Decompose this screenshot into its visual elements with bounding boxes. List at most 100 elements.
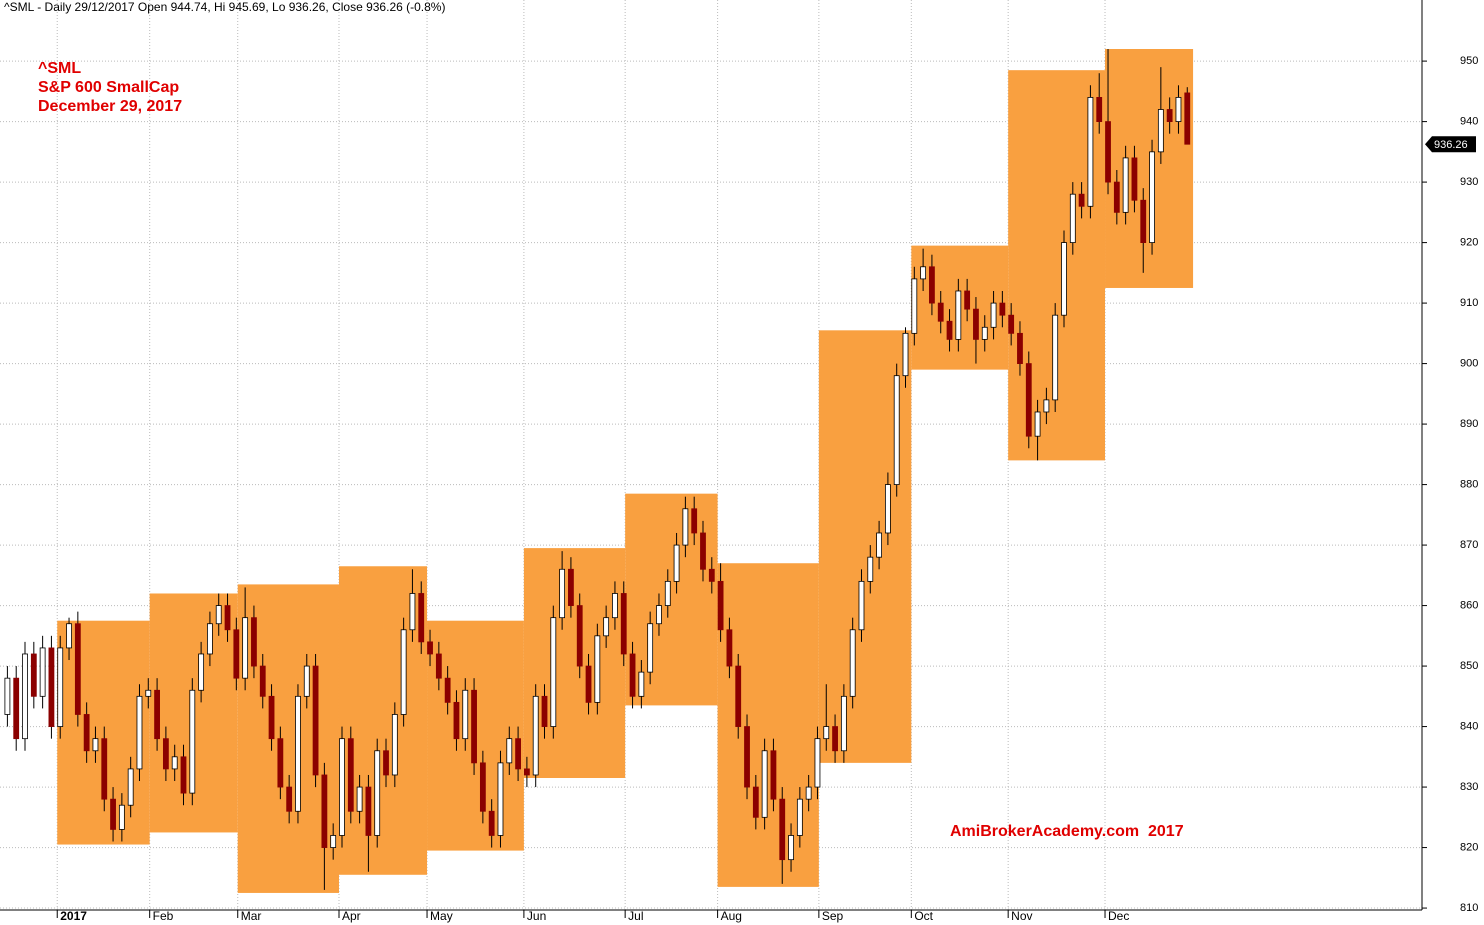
candle-body (1105, 121, 1111, 183)
candle-body (74, 623, 81, 715)
last-price-label: 936.26 (1434, 139, 1468, 151)
candle-body (1061, 242, 1067, 316)
candle-body (66, 623, 72, 649)
candle-body (656, 605, 662, 625)
candle-body (39, 647, 46, 697)
candle-body (57, 647, 64, 727)
candle-body (840, 695, 847, 752)
y-tick-label: 920 (1460, 236, 1478, 248)
annotation: S&P 600 SmallCap (38, 79, 179, 96)
candle-body (1034, 411, 1041, 437)
candle-body (1008, 314, 1015, 334)
candle-body (814, 738, 821, 788)
candle-body (805, 786, 812, 800)
candle-body (479, 762, 486, 812)
candle-body (770, 750, 777, 800)
candle-body (1140, 199, 1147, 243)
candle-body (532, 695, 539, 776)
chart-title: ^SML - Daily 29/12/2017 Open 944.74, Hi … (4, 0, 445, 14)
candle-body (682, 508, 689, 546)
candle-body (700, 532, 706, 570)
candle-body (83, 714, 90, 752)
candle-body (796, 798, 803, 836)
candle-body (1166, 109, 1173, 122)
x-tick-label: Sep (822, 909, 844, 923)
y-tick-label: 870 (1460, 539, 1478, 551)
candle-body (999, 302, 1006, 316)
candle-body (110, 798, 116, 830)
candle-body (497, 762, 504, 836)
candle-body (1131, 157, 1138, 201)
candle-body (136, 695, 143, 770)
annotation: ^SML (38, 60, 81, 77)
candle-body (620, 593, 627, 655)
candle-body (303, 665, 310, 697)
candle-body (647, 623, 654, 673)
candle-body (973, 308, 979, 340)
candle-body (4, 677, 11, 715)
candle-body (171, 756, 178, 770)
candle-body (937, 302, 944, 322)
candle-body (347, 738, 354, 812)
candle-body (356, 786, 363, 812)
y-tick-label: 950 (1460, 55, 1478, 67)
x-tick-label: Oct (914, 909, 933, 923)
y-tick-label: 890 (1460, 418, 1478, 430)
candle-body (726, 629, 733, 667)
candle-body (559, 568, 566, 619)
candle-body (955, 290, 962, 340)
candle-body (365, 786, 372, 836)
y-tick-label: 840 (1460, 720, 1478, 732)
candle-body (330, 835, 337, 848)
candle-body (145, 689, 152, 697)
candle-body (744, 726, 750, 788)
candle-body (884, 484, 891, 534)
candle-body (13, 677, 20, 740)
candle-body (603, 617, 610, 637)
candle-body (224, 605, 231, 631)
candle-body (964, 290, 971, 310)
candle-body (981, 326, 988, 340)
candle-body (1113, 181, 1120, 213)
candle-body (1069, 193, 1076, 243)
x-tick-label: May (430, 909, 453, 923)
candle-body (664, 580, 671, 606)
candle-body (215, 605, 222, 625)
candle-body (391, 714, 398, 776)
candle-body (902, 332, 909, 377)
candle-body (180, 756, 187, 794)
candle-body (576, 605, 583, 667)
candle-body (1149, 151, 1155, 243)
candle-body (568, 568, 574, 606)
y-tick-label: 810 (1460, 902, 1478, 914)
candle-body (462, 689, 469, 740)
candle-body (638, 671, 645, 697)
month-range-box (523, 548, 626, 778)
candle-body (435, 653, 442, 679)
candle-body (990, 302, 997, 328)
candle-body (259, 665, 266, 697)
candle-body (779, 798, 786, 861)
x-tick-label: Jul (628, 909, 643, 923)
candle-body (286, 786, 293, 812)
candle-body (594, 635, 601, 703)
candle-body (515, 738, 521, 770)
candle-body (22, 653, 28, 740)
candle-body (708, 568, 715, 582)
candle-body (127, 768, 134, 806)
candle-body (788, 835, 794, 861)
candle-body (48, 647, 55, 727)
candle-body (374, 750, 381, 836)
x-tick-label: Mar (241, 909, 262, 923)
candle-body (1017, 332, 1023, 364)
candle-body (893, 375, 900, 485)
x-tick-label: Dec (1108, 909, 1129, 923)
candle-body (717, 580, 724, 631)
candle-body (251, 617, 257, 667)
candle-body (1122, 157, 1129, 213)
candle-body (118, 804, 125, 830)
annotation: December 29, 2017 (38, 98, 182, 115)
